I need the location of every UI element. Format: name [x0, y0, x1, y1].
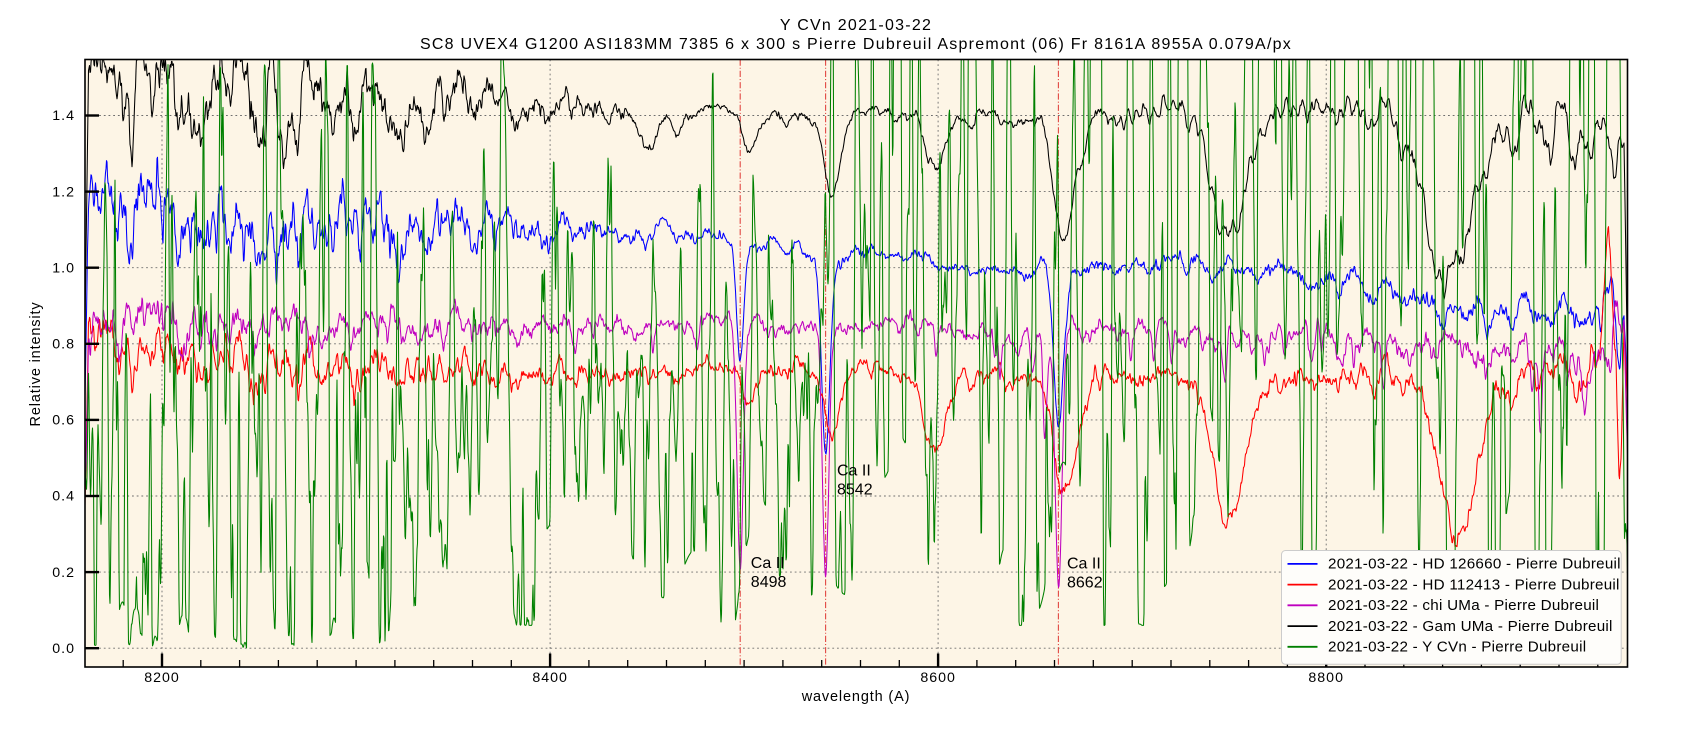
svg-text:2021-03-22 - Gam UMa - Pierre: 2021-03-22 - Gam UMa - Pierre Dubreuil [1328, 618, 1613, 635]
svg-text:1.4: 1.4 [52, 108, 75, 124]
svg-text:0.8: 0.8 [52, 337, 75, 353]
svg-text:0.4: 0.4 [52, 489, 75, 505]
svg-text:SC8 UVEX4 G1200 ASI183MM 7385: SC8 UVEX4 G1200 ASI183MM 7385 6 x 300 s … [420, 36, 1292, 53]
svg-text:Relative intensity: Relative intensity [28, 302, 44, 427]
svg-text:8200: 8200 [144, 670, 180, 686]
svg-text:2021-03-22 - Y CVn - Pierre Du: 2021-03-22 - Y CVn - Pierre Dubreuil [1328, 639, 1586, 656]
svg-text:0.2: 0.2 [52, 565, 75, 581]
svg-text:0.0: 0.0 [52, 641, 75, 657]
svg-text:8662: 8662 [1067, 575, 1103, 592]
svg-text:8542: 8542 [837, 482, 873, 499]
svg-text:Y CVn 2021-03-22: Y CVn 2021-03-22 [780, 17, 932, 34]
svg-text:1.2: 1.2 [52, 184, 75, 200]
svg-text:0.6: 0.6 [52, 413, 75, 429]
svg-text:8400: 8400 [532, 670, 568, 686]
svg-text:Ca II: Ca II [837, 463, 871, 480]
svg-text:2021-03-22 - chi UMa - Pierre: 2021-03-22 - chi UMa - Pierre Dubreuil [1328, 597, 1599, 614]
svg-text:8498: 8498 [751, 574, 787, 591]
svg-text:1.0: 1.0 [52, 260, 75, 276]
svg-text:2021-03-22 - HD 112413 - Pierr: 2021-03-22 - HD 112413 - Pierre Dubreuil [1328, 576, 1620, 593]
svg-text:Ca II: Ca II [751, 555, 785, 572]
svg-text:8600: 8600 [920, 670, 956, 686]
svg-text:8800: 8800 [1308, 670, 1344, 686]
svg-text:wavelength (A): wavelength (A) [801, 689, 911, 705]
svg-text:2021-03-22 - HD 126660 - Pierr: 2021-03-22 - HD 126660 - Pierre Dubreuil [1328, 556, 1621, 573]
svg-text:Ca II: Ca II [1067, 556, 1101, 573]
